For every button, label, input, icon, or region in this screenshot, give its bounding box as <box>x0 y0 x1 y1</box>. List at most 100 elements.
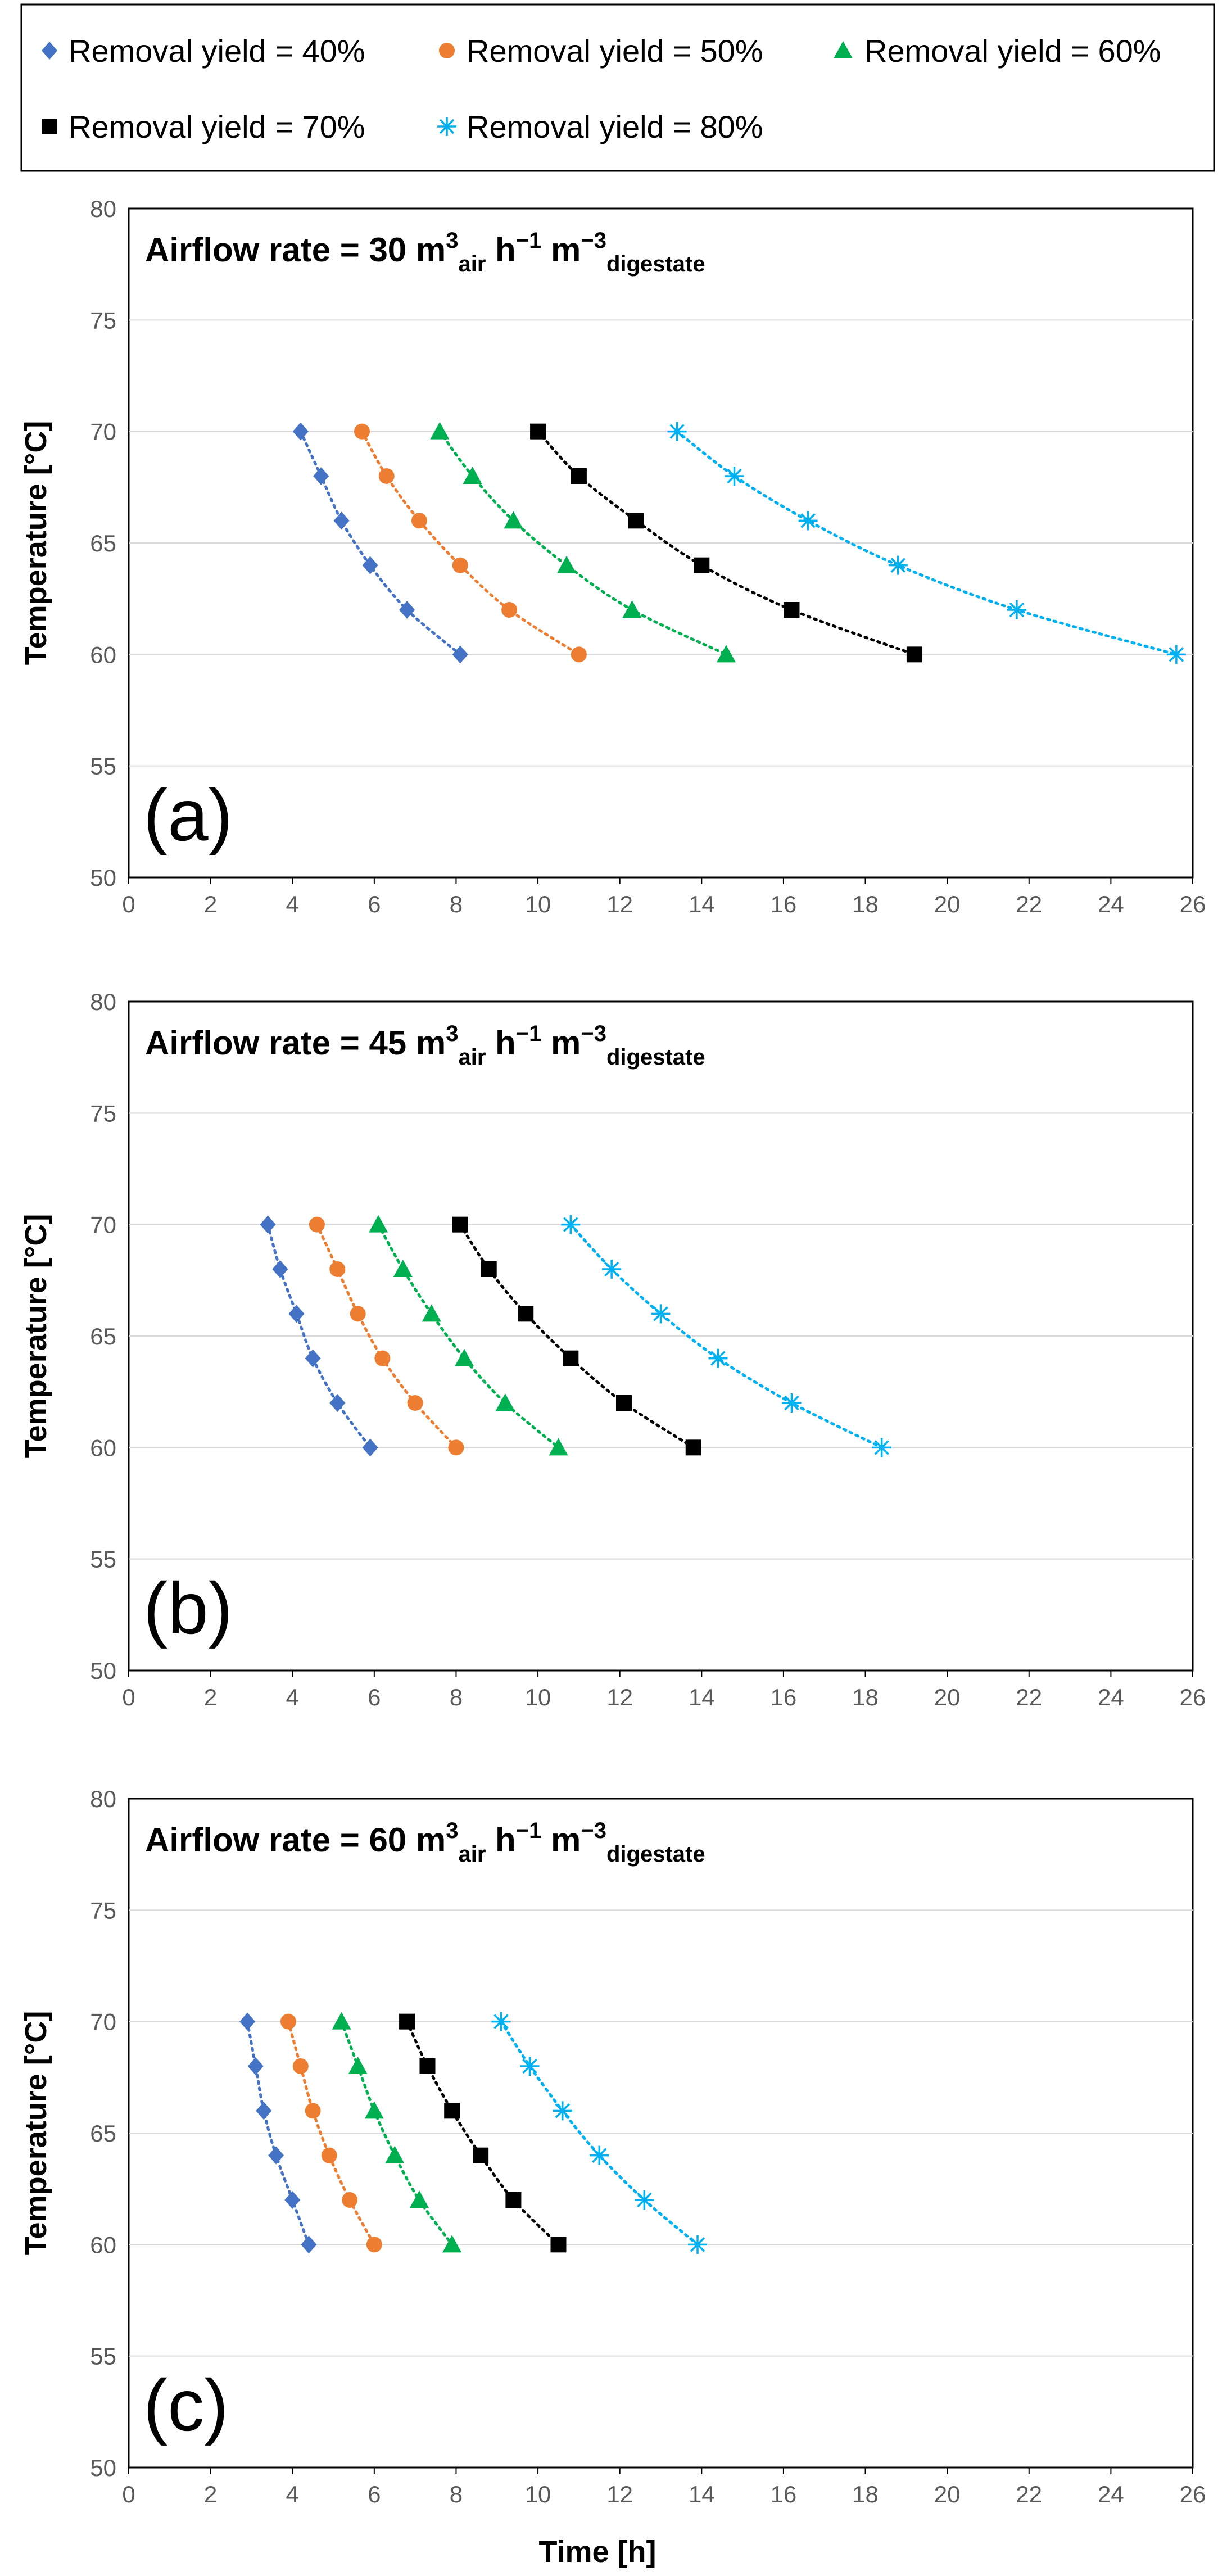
panel-c-y-ticks: 50 55 60 65 70 75 80 <box>90 1786 116 2481</box>
panel-b-x-tick-24: 24 <box>1098 1684 1124 1710</box>
panel-a-x-tick-4: 4 <box>286 891 299 917</box>
panel-b-y-tick-80: 80 <box>90 989 116 1015</box>
panel-b-point-60-3 <box>455 1348 474 1366</box>
panel-a-y-tick-50: 50 <box>90 864 116 891</box>
panel-b-y-tick-75: 75 <box>90 1100 116 1126</box>
panel-b-point-60-2 <box>422 1304 441 1322</box>
panel-a-x-tick-20: 20 <box>934 891 961 917</box>
panel-c-x-axis-title: Time [h] <box>538 2535 656 2569</box>
legend-marker-60 <box>834 41 853 58</box>
panel-b-y-tick-55: 55 <box>90 1546 116 1573</box>
panel-b-point-60-4 <box>495 1393 515 1411</box>
panel-b-point-40-4 <box>329 1394 346 1412</box>
panel-b-x-tick-6: 6 <box>368 1684 381 1710</box>
panel-a-point-70-5 <box>906 646 922 663</box>
panel-c-point-70-3 <box>473 2147 489 2163</box>
panel-a-trendline-80 <box>676 430 1178 656</box>
panel-c-point-80-0 <box>491 2012 511 2031</box>
panel-c-point-40-4 <box>284 2191 301 2209</box>
panel-c-point-50-0 <box>280 2013 296 2030</box>
panel-c-x-tick-22: 22 <box>1016 2481 1042 2507</box>
panel-c-gridlines <box>129 1909 1193 2357</box>
panel-a-x-tick-0: 0 <box>122 891 135 917</box>
panel-a-x-tick-16: 16 <box>771 891 797 917</box>
panel-c-x-tick-16: 16 <box>771 2481 797 2507</box>
panel-a-point-40-3 <box>362 556 378 574</box>
panel-a-point-80-2 <box>798 511 818 531</box>
panel-b-point-40-2 <box>288 1305 305 1323</box>
panel-a-point-70-4 <box>784 602 800 618</box>
panel-a-points <box>292 422 1186 664</box>
panel-c-x-tick-10: 10 <box>525 2481 551 2507</box>
panel-c-point-70-0 <box>399 2013 415 2030</box>
panel-c-x-ticks: 0 2 4 6 8 10 12 14 16 18 20 22 24 26 <box>122 2468 1206 2507</box>
panel-c-point-50-4 <box>342 2192 358 2208</box>
panel-b-point-60-0 <box>369 1215 388 1233</box>
panel-a-x-tick-8: 8 <box>450 891 463 917</box>
panel-a-point-80-1 <box>725 467 744 486</box>
panel-b-gridlines <box>129 1112 1193 1560</box>
panel-b-point-50-2 <box>350 1306 366 1322</box>
panel-a-point-40-0 <box>292 422 309 441</box>
panel-c-x-tick-8: 8 <box>450 2481 463 2507</box>
panel-b-point-50-4 <box>407 1395 423 1411</box>
panel-a-point-70-0 <box>530 423 546 440</box>
panel-c-point-40-3 <box>268 2146 284 2165</box>
legend-marker-80 <box>437 117 456 136</box>
panel-b-title: Airflow rate = 45 m3air h−1 m−3digestate <box>145 1021 705 1070</box>
panel-b-point-70-2 <box>518 1306 534 1322</box>
panel-c-trendline-80 <box>500 2020 699 2246</box>
panel-b-y-axis-title: Temperature [°C] <box>19 1214 53 1459</box>
panel-b-point-80-0 <box>561 1215 581 1234</box>
panel-b-x-tick-12: 12 <box>606 1684 633 1710</box>
panel-b-point-80-1 <box>602 1260 622 1279</box>
panel-a-point-60-5 <box>716 645 736 663</box>
panel-a-point-70-2 <box>628 513 644 529</box>
panel-c-point-80-1 <box>520 2057 540 2076</box>
panel-b-y-tick-60: 60 <box>90 1434 116 1461</box>
panel-b-label: (b) <box>143 1567 233 1649</box>
panel-c-title: Airflow rate = 60 m3air h−1 m−3digestate <box>145 1818 705 1867</box>
panel-c-point-50-1 <box>292 2058 309 2074</box>
panel-c-x-tick-20: 20 <box>934 2481 961 2507</box>
panel-a-x-tick-24: 24 <box>1098 891 1124 917</box>
panel-c-label: (c) <box>143 2364 229 2446</box>
panel-b-x-tick-10: 10 <box>525 1684 551 1710</box>
panel-b-point-40-3 <box>305 1349 321 1368</box>
panel-b-points <box>260 1215 891 1457</box>
panel-c-x-tick-26: 26 <box>1180 2481 1206 2507</box>
panel-b-x-tick-2: 2 <box>204 1684 217 1710</box>
panel-c-y-tick-75: 75 <box>90 1897 116 1923</box>
panel-c-point-40-0 <box>239 2012 256 2031</box>
panel-c-point-40-2 <box>256 2102 272 2120</box>
panel-a-point-80-4 <box>1007 600 1026 619</box>
panel-c-point-60-0 <box>332 2012 351 2030</box>
legend-label-60: Removal yield = 60% <box>864 33 1161 69</box>
panel-b-point-70-1 <box>481 1261 497 1277</box>
panel-a-point-40-2 <box>333 511 350 530</box>
panel-a-point-60-2 <box>504 511 523 529</box>
panel-a-point-80-0 <box>667 422 687 441</box>
panel-b-x-tick-8: 8 <box>450 1684 463 1710</box>
panel-c-point-80-2 <box>553 2101 572 2121</box>
panel-b-y-ticks: 50 55 60 65 70 75 80 <box>90 989 116 1684</box>
panel-b-x-ticks: 0 2 4 6 8 10 12 14 16 18 20 22 24 26 <box>122 1670 1206 1710</box>
legend-label-70: Removal yield = 70% <box>69 109 365 144</box>
panel-a-point-50-0 <box>354 423 370 440</box>
panel-c-x-tick-4: 4 <box>286 2481 299 2507</box>
panel-a-y-tick-80: 80 <box>90 196 116 222</box>
panel-c-y-tick-65: 65 <box>90 2120 116 2147</box>
panel-a-x-tick-12: 12 <box>606 891 633 917</box>
panel-a-point-60-0 <box>430 422 450 440</box>
panel-b-point-80-4 <box>782 1393 802 1413</box>
panel-a-x-tick-18: 18 <box>852 891 879 917</box>
panel-c-point-60-5 <box>442 2235 462 2253</box>
panel-c-points <box>239 2012 708 2254</box>
panel-a-point-50-2 <box>411 513 427 529</box>
panel-c-point-60-2 <box>364 2101 384 2119</box>
panel-c-point-40-5 <box>301 2235 317 2254</box>
